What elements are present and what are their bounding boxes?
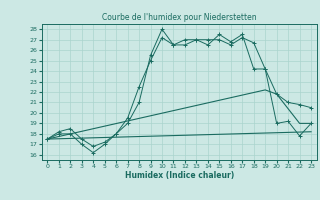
- Title: Courbe de l'humidex pour Niederstetten: Courbe de l'humidex pour Niederstetten: [102, 13, 257, 22]
- X-axis label: Humidex (Indice chaleur): Humidex (Indice chaleur): [124, 171, 234, 180]
